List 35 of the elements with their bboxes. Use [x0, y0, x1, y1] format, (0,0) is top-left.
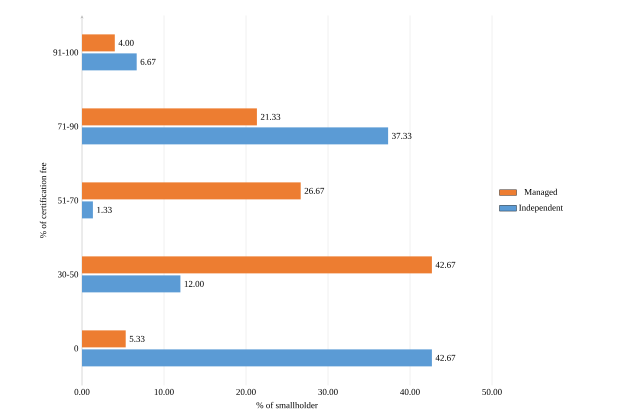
x-tick-label: 40.00	[400, 388, 420, 396]
legend-label: Independent	[519, 204, 563, 213]
x-tick-label: 0.00	[74, 388, 90, 396]
x-tick-label: 50.00	[482, 388, 502, 396]
data-label: 21.33	[260, 114, 280, 120]
x-tick-label: 20.00	[236, 388, 256, 396]
y-tick-label: 30-50	[58, 271, 78, 278]
bar	[82, 108, 257, 126]
y-tick-label: 51-70	[58, 197, 78, 204]
data-label: 42.67	[436, 262, 456, 268]
bar	[82, 349, 432, 366]
y-axis-title: % of certification fee	[40, 162, 46, 238]
data-label: 4.00	[118, 40, 134, 46]
bar	[82, 53, 137, 70]
bar	[82, 127, 388, 144]
bar	[82, 182, 301, 200]
bar	[82, 256, 432, 274]
x-axis-title: % of smallholder	[256, 402, 318, 408]
y-tick-label: 91-100	[53, 49, 78, 56]
bar	[82, 34, 115, 52]
data-label: 12.00	[184, 280, 204, 287]
legend-label: Managed	[524, 188, 558, 197]
data-label: 42.67	[436, 354, 456, 361]
bar	[82, 275, 180, 292]
x-tick-label: 30.00	[318, 388, 338, 396]
y-tick-label: 0	[74, 345, 78, 352]
data-label: 5.33	[130, 336, 145, 342]
bar	[82, 201, 93, 218]
data-label: 6.67	[140, 58, 156, 65]
bar	[82, 330, 126, 348]
data-label: 1.33	[97, 206, 112, 213]
x-tick-label: 10.00	[154, 388, 174, 396]
y-tick-label: 71-90	[58, 123, 78, 130]
data-label: 37.33	[392, 132, 412, 139]
data-label: 26.67	[304, 188, 324, 194]
